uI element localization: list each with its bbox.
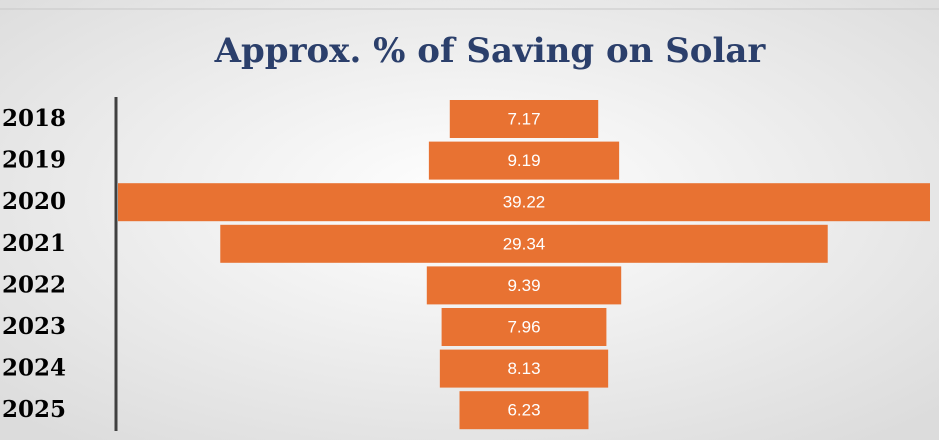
y-tick-label: 2025	[2, 396, 66, 423]
y-tick-label: 2024	[2, 355, 66, 382]
y-tick-label: 2022	[2, 271, 66, 298]
bar	[428, 141, 620, 180]
bar	[449, 100, 599, 138]
bar	[118, 183, 930, 222]
y-tick-label: 2020	[2, 188, 66, 215]
bar	[220, 224, 828, 263]
y-tick-label: 2019	[2, 147, 66, 174]
y-tick-label: 2021	[2, 230, 66, 257]
value-label: 9.19	[507, 151, 540, 170]
chart-title: Approx. % of Saving on Solar	[214, 31, 767, 71]
value-label: 39.22	[503, 193, 546, 212]
value-label: 7.96	[507, 317, 540, 336]
bar	[441, 308, 607, 346]
value-label: 29.34	[503, 234, 546, 253]
value-label: 7.17	[507, 109, 540, 128]
value-label: 6.23	[507, 401, 540, 420]
y-tick-label: 2018	[2, 105, 66, 132]
bar	[439, 349, 609, 388]
bar	[459, 391, 589, 430]
y-tick-label: 2023	[2, 313, 66, 340]
bar	[426, 266, 622, 305]
value-label: 9.39	[507, 276, 540, 295]
value-label: 8.13	[507, 359, 540, 378]
